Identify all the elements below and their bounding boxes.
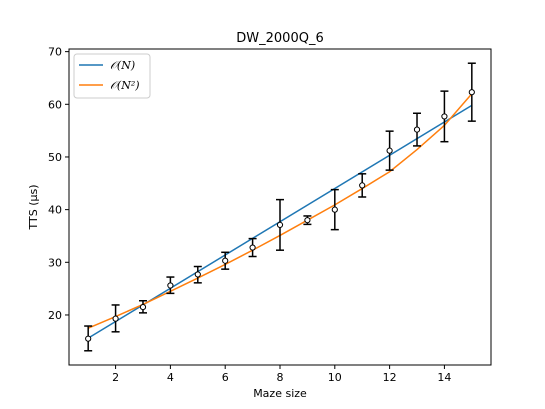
chart-title: DW_2000Q_6	[236, 31, 323, 46]
x-tick-label: 2	[112, 371, 119, 384]
data-point	[441, 113, 448, 120]
x-tick: 10	[328, 365, 342, 384]
y-axis-label: TTS (µs)	[27, 184, 40, 230]
data-point	[85, 335, 92, 342]
x-axis-ticks: 2 4 6 8 10 12 14	[112, 365, 451, 384]
x-tick-label: 10	[328, 371, 342, 384]
y-tick-label: 20	[48, 309, 62, 322]
y-tick: 70	[48, 46, 69, 59]
data-point	[194, 271, 201, 278]
y-tick: 40	[48, 204, 69, 217]
x-tick-label: 14	[437, 371, 451, 384]
y-tick: 60	[48, 98, 69, 111]
x-tick-label: 8	[277, 371, 284, 384]
y-tick: 20	[48, 309, 69, 322]
x-tick-label: 6	[222, 371, 229, 384]
data-point	[359, 182, 366, 189]
x-axis-label: Maze size	[253, 387, 307, 400]
x-tick-label: 4	[167, 371, 174, 384]
points-layer	[85, 89, 475, 342]
data-point	[468, 89, 475, 96]
x-tick: 14	[437, 365, 451, 384]
data-point	[222, 257, 229, 264]
x-tick: 2	[112, 365, 119, 384]
data-point	[249, 244, 256, 251]
x-tick: 6	[222, 365, 229, 384]
y-tick: 30	[48, 256, 69, 269]
y-axis-ticks: 20 30 40 50 60 70	[48, 46, 69, 322]
data-point	[386, 147, 393, 154]
data-point	[331, 206, 338, 213]
y-tick-label: 40	[48, 204, 62, 217]
data-point	[112, 315, 119, 322]
y-tick-label: 70	[48, 46, 62, 59]
y-tick-label: 30	[48, 256, 62, 269]
data-point	[276, 221, 284, 229]
data-point	[304, 217, 311, 224]
y-tick-label: 60	[48, 98, 62, 111]
x-tick-label: 12	[383, 371, 397, 384]
x-tick: 12	[383, 365, 397, 384]
x-tick: 4	[167, 365, 174, 384]
x-tick: 8	[277, 365, 284, 384]
legend-label-quadratic: 𝒪(N²)	[110, 79, 140, 92]
legend: 𝒪(N) 𝒪(N²)	[73, 53, 151, 99]
data-point	[139, 303, 147, 311]
y-tick: 50	[48, 151, 69, 164]
y-tick-label: 50	[48, 151, 62, 164]
legend-label-linear: 𝒪(N)	[110, 59, 135, 72]
data-point	[413, 126, 421, 133]
data-point	[167, 282, 174, 289]
